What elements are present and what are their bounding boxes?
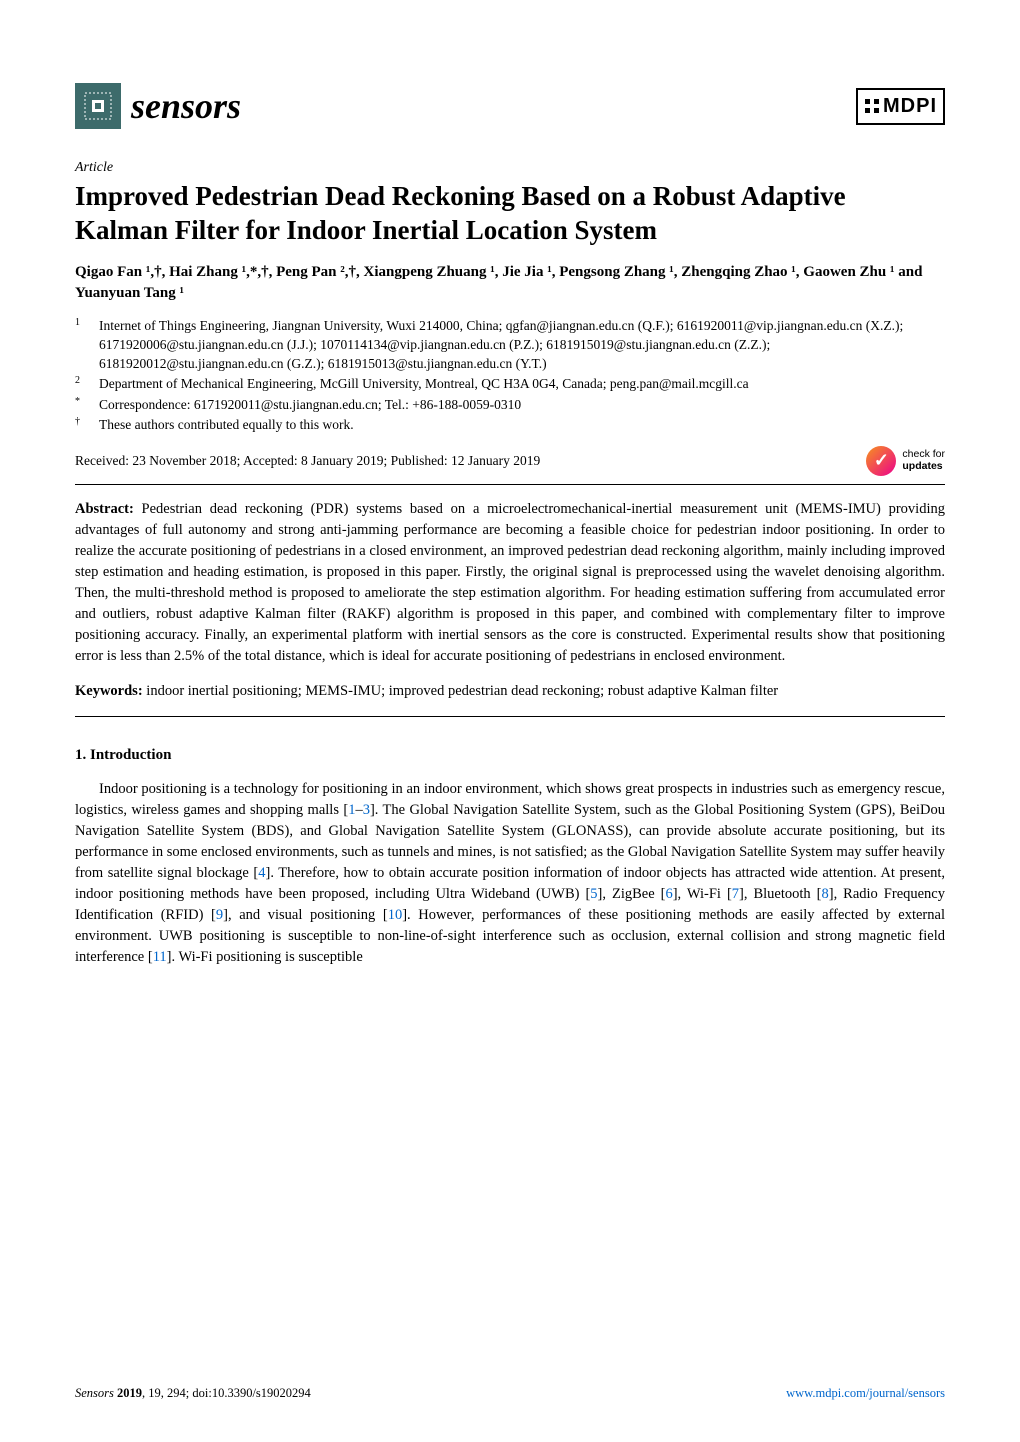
affiliation-text: These authors contributed equally to thi… xyxy=(99,415,945,434)
abstract-text: Pedestrian dead reckoning (PDR) systems … xyxy=(75,501,945,664)
intro-paragraph: Indoor positioning is a technology for p… xyxy=(75,779,945,968)
footer-citation: Sensors 2019, 19, 294; doi:10.3390/s1902… xyxy=(75,1384,311,1402)
abstract: Abstract: Pedestrian dead reckoning (PDR… xyxy=(75,499,945,667)
section-heading: 1. Introduction xyxy=(75,745,945,767)
authors: Qigao Fan ¹,†, Hai Zhang ¹,*,†, Peng Pan… xyxy=(75,262,945,304)
affiliation-num: † xyxy=(75,415,89,434)
affiliation-row: † These authors contributed equally to t… xyxy=(75,415,945,434)
intro-text: ], Wi-Fi [ xyxy=(673,886,732,902)
journal-name: sensors xyxy=(131,80,241,132)
keywords-label: Keywords: xyxy=(75,683,143,699)
citation-link[interactable]: 6 xyxy=(665,886,672,902)
affiliation-row: 1 Internet of Things Engineering, Jiangn… xyxy=(75,316,945,373)
affiliation-num: * xyxy=(75,395,89,414)
affiliation-text: Department of Mechanical Engineering, Mc… xyxy=(99,374,945,393)
footer-doi: , 19, 294; doi:10.3390/s19020294 xyxy=(142,1386,311,1400)
dates-row: Received: 23 November 2018; Accepted: 8 … xyxy=(75,446,945,485)
footer-journal: Sensors xyxy=(75,1386,117,1400)
journal-logo: sensors xyxy=(75,80,241,132)
separator xyxy=(75,716,945,717)
citation-link[interactable]: 5 xyxy=(590,886,597,902)
intro-text: ]. Wi-Fi positioning is susceptible xyxy=(167,949,363,965)
keywords: Keywords: indoor inertial positioning; M… xyxy=(75,681,945,702)
affiliation-num: 2 xyxy=(75,374,89,393)
citation-link[interactable]: 7 xyxy=(732,886,739,902)
intro-text: – xyxy=(355,802,362,818)
mdpi-icon xyxy=(864,98,880,114)
publication-dates: Received: 23 November 2018; Accepted: 8 … xyxy=(75,451,540,471)
check-updates-badge[interactable]: ✓ check for updates xyxy=(866,446,945,476)
affiliation-text: Correspondence: 6171920011@stu.jiangnan.… xyxy=(99,395,945,414)
citation-link[interactable]: 10 xyxy=(388,907,403,923)
citation-link[interactable]: 11 xyxy=(153,949,167,965)
affiliations: 1 Internet of Things Engineering, Jiangn… xyxy=(75,316,945,434)
abstract-label: Abstract: xyxy=(75,501,134,517)
footer: Sensors 2019, 19, 294; doi:10.3390/s1902… xyxy=(75,1384,945,1402)
article-type: Article xyxy=(75,158,945,178)
footer-year: 2019 xyxy=(117,1386,142,1400)
header: sensors MDPI xyxy=(75,80,945,132)
sensors-logo-icon xyxy=(75,83,121,129)
affiliation-num: 1 xyxy=(75,316,89,373)
article-title: Improved Pedestrian Dead Reckoning Based… xyxy=(75,180,945,248)
affiliation-row: * Correspondence: 6171920011@stu.jiangna… xyxy=(75,395,945,414)
intro-text: ], Bluetooth [ xyxy=(739,886,821,902)
check-icon: ✓ xyxy=(866,446,896,476)
footer-url[interactable]: www.mdpi.com/journal/sensors xyxy=(786,1384,945,1402)
updates-line2: updates xyxy=(902,461,945,473)
keywords-text: indoor inertial positioning; MEMS-IMU; i… xyxy=(143,683,778,699)
citation-link[interactable]: 8 xyxy=(821,886,828,902)
affiliation-text: Internet of Things Engineering, Jiangnan… xyxy=(99,316,945,373)
journal-url-link[interactable]: www.mdpi.com/journal/sensors xyxy=(786,1386,945,1400)
publisher-logo: MDPI xyxy=(856,88,945,125)
publisher-name: MDPI xyxy=(883,92,937,121)
citation-link[interactable]: 3 xyxy=(363,802,370,818)
affiliation-row: 2 Department of Mechanical Engineering, … xyxy=(75,374,945,393)
intro-text: ], ZigBee [ xyxy=(598,886,666,902)
intro-text: ], and visual positioning [ xyxy=(223,907,388,923)
